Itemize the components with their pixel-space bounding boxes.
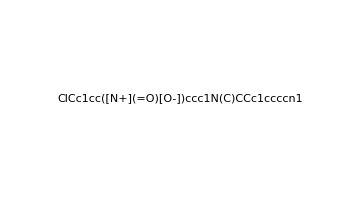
Text: ClCc1cc([N+](=O)[O-])ccc1N(C)CCc1ccccn1: ClCc1cc([N+](=O)[O-])ccc1N(C)CCc1ccccn1 <box>58 94 303 103</box>
